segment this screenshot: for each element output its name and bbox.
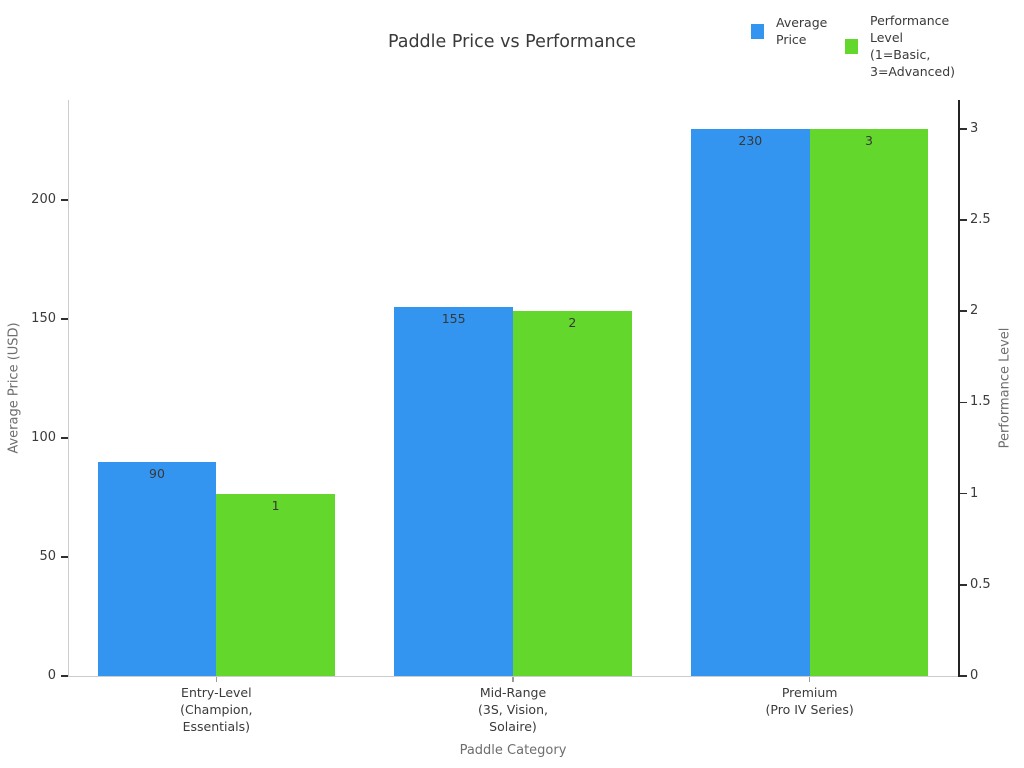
x-axis-spine <box>68 676 958 677</box>
bar-performance-level-mid-range <box>513 311 632 676</box>
bar-value-average-price-entry-level: 90 <box>149 465 165 481</box>
bar-average-price-premium <box>691 128 810 676</box>
y-right-tick-3 <box>959 128 967 130</box>
bar-value-performance-level-entry-level: 1 <box>271 497 280 513</box>
x-tick-entry-level <box>215 677 218 682</box>
y-left-tick-label-0: 0 <box>47 668 56 683</box>
y-right-tick-label-0: 0 <box>970 668 979 683</box>
y-right-tick-2 <box>959 310 967 312</box>
bar-value-performance-level-mid-range: 2 <box>568 315 577 331</box>
y-right-tick-label-2.5: 2.5 <box>970 212 991 227</box>
legend-swatch-average-price-icon <box>751 23 764 39</box>
y-left-tick-200 <box>61 199 68 201</box>
y-left-tick-150 <box>61 318 68 320</box>
bar-average-price-mid-range <box>394 307 513 676</box>
legend-label-average-price: Average Price <box>776 15 828 47</box>
y-axis-right-spine <box>958 100 960 677</box>
y-right-tick-label-0.5: 0.5 <box>970 576 991 592</box>
x-axis-label: Paddle Category <box>459 743 567 758</box>
y-right-tick-0.5 <box>959 584 967 586</box>
chart-title: Paddle Price vs Performance <box>387 32 637 52</box>
y-left-tick-label-150: 150 <box>31 310 56 326</box>
legend-label-performance-level: Performance Level (1=Basic, 3=Advanced) <box>870 13 956 79</box>
legend-item-performance-level: Performance Level (1=Basic, 3=Advanced) <box>845 12 955 80</box>
y-right-tick-1.5 <box>959 401 967 404</box>
y-left-tick-label-200: 200 <box>31 191 56 207</box>
y-left-tick-label-100: 100 <box>31 429 56 445</box>
x-tick-label-premium: Premium (Pro IV Series) <box>765 685 854 717</box>
y-axis-left-spine <box>68 100 69 676</box>
y-left-tick-0 <box>61 675 68 677</box>
x-tick-premium <box>808 677 811 682</box>
bar-value-average-price-premium: 230 <box>738 132 763 148</box>
bar-average-price-entry-level <box>97 461 217 676</box>
y-left-tick-50 <box>61 556 68 558</box>
x-tick-label-entry-level: Entry-Level (Champion, Essentials) <box>180 685 253 734</box>
x-tick-mid-range <box>512 677 514 682</box>
y-right-tick-1 <box>959 492 967 495</box>
y-right-tick-label-3: 3 <box>970 120 979 136</box>
y-right-tick-0 <box>959 675 967 677</box>
legend-swatch-performance-level-icon <box>845 38 858 54</box>
y-left-tick-100 <box>61 437 68 439</box>
bar-value-performance-level-premium: 3 <box>865 132 873 148</box>
bar-performance-level-entry-level <box>216 493 335 676</box>
y-left-tick-label-50: 50 <box>39 548 56 564</box>
y-right-tick-label-1: 1 <box>970 485 979 501</box>
bar-performance-level-premium <box>809 128 929 676</box>
x-tick-label-mid-range: Mid-Range (3S, Vision, Solaire) <box>477 685 548 734</box>
legend-item-average-price: Average Price <box>751 14 827 48</box>
y-right-tick-label-1.5: 1.5 <box>970 394 991 410</box>
y-right-tick-label-2: 2 <box>970 303 979 319</box>
bar-value-average-price-mid-range: 155 <box>441 311 466 327</box>
y-right-tick-2.5 <box>959 219 967 221</box>
